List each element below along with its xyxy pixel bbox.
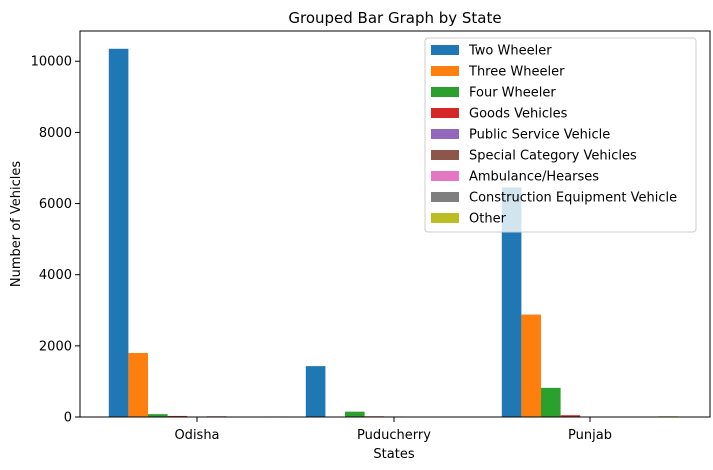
legend-label: Special Category Vehicles (469, 149, 637, 164)
legend-label: Two Wheeler (468, 44, 552, 59)
x-tick-label-puducherry: Puducherry (357, 428, 431, 443)
bar-punjab-four-wheeler (541, 387, 561, 417)
plot-frame (79, 30, 711, 418)
legend-box (424, 37, 697, 233)
legend-label: Other (469, 212, 507, 227)
bar-punjab-goods-vehicles (560, 415, 581, 417)
bar-odisha-goods-vehicles (167, 415, 188, 417)
y-tick-label: 8000 (39, 126, 72, 141)
y-tick-label: 0 (64, 411, 72, 426)
legend-label: Goods Vehicles (469, 107, 568, 122)
legend: Two Wheeler Three Wheeler Four Wheeler Good… (424, 37, 697, 233)
bar-puducherry-four-wheeler (345, 411, 365, 417)
bars-layer (108, 48, 679, 417)
x-tick-label-punjab: Punjab (568, 428, 612, 443)
legend-swatch (431, 171, 459, 181)
legend-swatch (431, 192, 459, 202)
x-axis-label: States (373, 447, 414, 462)
y-tick-label: 10000 (31, 55, 72, 70)
bar-odisha-three-wheeler (128, 352, 148, 417)
y-tick-label: 6000 (39, 197, 72, 212)
legend-swatch (431, 150, 459, 160)
x-axis: Odisha Puducherry Punjab (174, 417, 612, 443)
y-axis-label: Number of Vehicles (9, 161, 24, 288)
bar-odisha-four-wheeler (148, 414, 168, 417)
legend-label: Three Wheeler (468, 65, 565, 80)
bar-odisha-two-wheeler (108, 48, 129, 417)
legend-swatch (431, 108, 459, 118)
legend-swatch (431, 213, 459, 223)
bar-punjab-two-wheeler (501, 187, 522, 417)
legend-swatch (431, 45, 459, 55)
y-axis: 0 2000 4000 6000 8000 10000 (31, 55, 80, 426)
legend-swatch (431, 66, 459, 76)
legend-label: Four Wheeler (469, 86, 556, 101)
legend-label: Construction Equipment Vehicle (469, 191, 677, 206)
x-tick-label-odisha: Odisha (174, 428, 219, 443)
legend-label: Ambulance/Hearses (469, 170, 599, 185)
bar-puducherry-two-wheeler (305, 366, 326, 417)
chart-title: Grouped Bar Graph by State (288, 9, 501, 27)
y-tick-label: 4000 (39, 268, 72, 283)
y-tick-label: 2000 (39, 339, 72, 354)
legend-swatch (431, 87, 459, 97)
legend-label: Public Service Vehicle (469, 128, 610, 143)
bar-punjab-three-wheeler (521, 314, 541, 417)
legend-swatch (431, 129, 459, 139)
